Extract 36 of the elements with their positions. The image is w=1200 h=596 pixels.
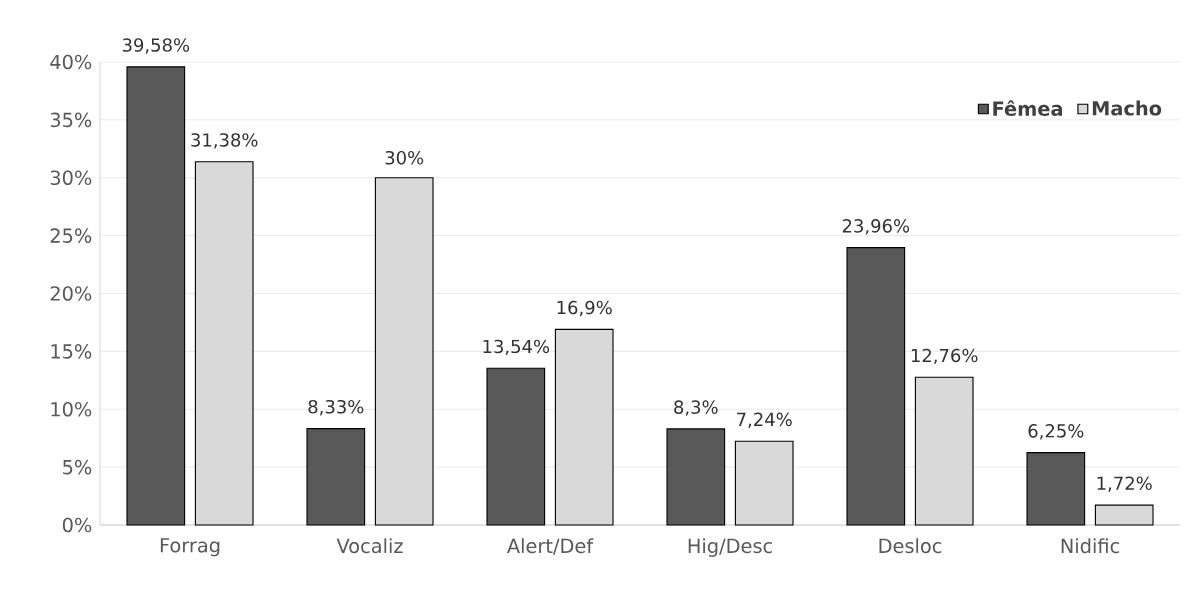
y-tick-label: 30% <box>50 170 92 186</box>
x-tick-label: Forrag <box>160 538 220 557</box>
data-label: 13,54% <box>483 339 550 356</box>
bar <box>1094 504 1154 526</box>
y-tick-label: 25% <box>50 228 92 243</box>
data-label: 6,25% <box>1028 424 1084 440</box>
legend-label: Macho <box>1092 100 1162 116</box>
y-tick-label: 0% <box>62 517 92 533</box>
data-label: 23,96% <box>842 219 910 235</box>
y-tick-label: 35% <box>50 112 92 128</box>
data-label: 16,9% <box>557 300 612 317</box>
bar <box>126 66 186 526</box>
x-tick-label: Desloc <box>879 538 942 554</box>
bar <box>306 428 366 526</box>
x-tick-label: Nidific <box>1061 538 1120 554</box>
data-label: 39,58% <box>122 38 190 54</box>
data-label: 7,24% <box>737 412 792 428</box>
data-label: 31,38% <box>191 133 258 149</box>
bar <box>846 247 906 526</box>
legend-label: Fêmea <box>993 100 1063 116</box>
x-tick-label: Hig/Desc <box>688 538 772 557</box>
bar <box>666 428 726 526</box>
bar <box>1026 452 1086 526</box>
data-label: 8,3% <box>674 400 718 416</box>
y-tick-label: 10% <box>51 401 92 417</box>
data-label: 8,33% <box>308 399 364 416</box>
y-tick-label: 40% <box>50 54 92 70</box>
x-tick-label: Vocaliz <box>336 538 403 554</box>
x-tick-label: Alert/Def <box>507 538 594 555</box>
data-label: 1,72% <box>1097 476 1152 492</box>
data-label: 30% <box>385 150 424 165</box>
y-tick-label: 15% <box>51 344 92 359</box>
bar <box>486 367 546 526</box>
data-label: 12,76% <box>911 348 978 365</box>
y-tick-label: 20% <box>50 286 92 301</box>
y-tick-label: 5% <box>63 459 92 475</box>
